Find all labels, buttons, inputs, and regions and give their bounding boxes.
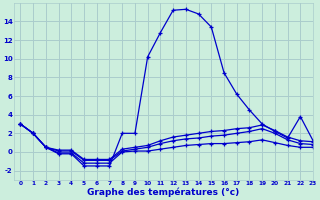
X-axis label: Graphe des températures (°c): Graphe des températures (°c) — [87, 188, 240, 197]
